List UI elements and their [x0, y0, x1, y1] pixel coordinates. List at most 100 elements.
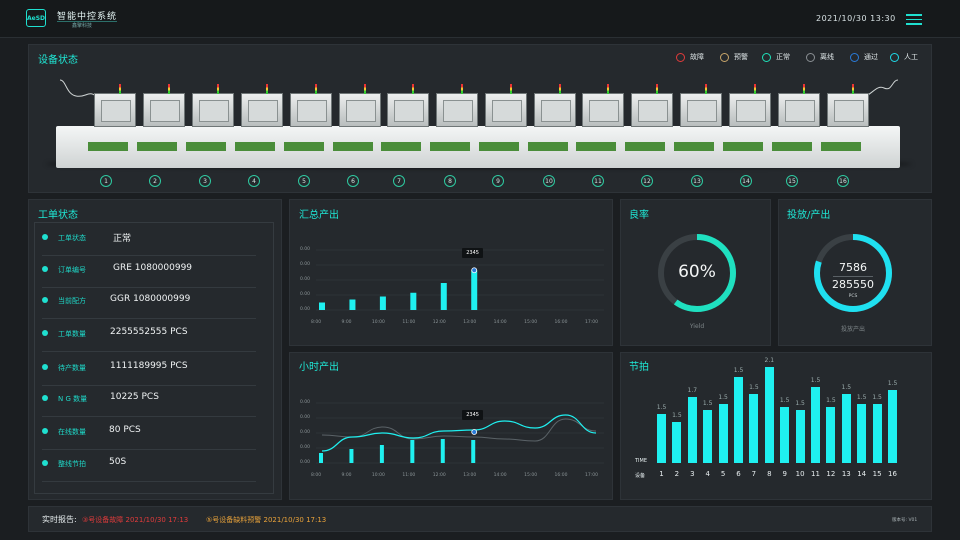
signal-lamp-icon — [461, 84, 463, 94]
machine-unit[interactable] — [778, 93, 820, 127]
bar-value-label: 1.5 — [795, 400, 805, 408]
station-number[interactable]: 16 — [837, 175, 849, 187]
input-output-panel — [778, 199, 932, 346]
legend-label: 预警 — [734, 53, 748, 61]
x-tick-label: 8:00 — [311, 320, 322, 325]
unit-label: PCS — [848, 294, 858, 299]
cadence-bar[interactable] — [841, 393, 851, 463]
bar-value-label: 1.5 — [841, 383, 852, 391]
work-order-value: GRE 1080000999 — [113, 263, 193, 273]
work-order-value: 正常 — [113, 234, 132, 244]
x-tick-label: 11 — [811, 470, 820, 478]
shortage-alert[interactable]: ⑤号设备缺料预警 2021/10/30 17:13 — [206, 516, 327, 524]
machine-unit[interactable] — [192, 93, 234, 127]
x-tick-label: 11:00 — [402, 320, 416, 325]
bar-value-label: 1.5 — [749, 383, 759, 391]
station-number[interactable]: 5 — [298, 175, 310, 187]
logo-icon: AeSD — [26, 9, 46, 27]
bullet-dot — [42, 395, 48, 401]
work-order-value: 1111189995 PCS — [110, 361, 188, 371]
station-number[interactable]: 8 — [444, 175, 456, 187]
hourly-output-title: 小时产出 — [299, 362, 339, 373]
cadence-bar[interactable] — [888, 390, 897, 463]
machine-base-panel — [381, 142, 421, 151]
signal-lamp-icon — [656, 84, 658, 94]
cadence-bar[interactable] — [764, 367, 774, 463]
gauge-divider — [833, 276, 873, 277]
station-number[interactable]: 13 — [691, 175, 703, 187]
station-number[interactable]: 9 — [492, 175, 504, 187]
fault-alert[interactable]: ③号设备故障 2021/10/30 17:13 — [82, 516, 189, 524]
machine-unit[interactable] — [94, 93, 136, 127]
x-tick-label: 8 — [767, 470, 772, 478]
work-order-value: 80 PCS — [109, 425, 141, 435]
signal-lamp-icon — [217, 84, 219, 94]
station-number[interactable]: 6 — [347, 175, 359, 187]
station-number[interactable]: 1 — [100, 175, 112, 187]
cadence-bar[interactable] — [657, 413, 666, 463]
cadence-bar[interactable] — [857, 403, 867, 463]
cadence-title: 节拍 — [629, 362, 649, 373]
menu-icon[interactable] — [906, 14, 922, 25]
yield-value: 60% — [678, 262, 716, 282]
x-tick-label: 10:00 — [371, 473, 385, 478]
machine-unit[interactable] — [729, 93, 771, 127]
machine-unit[interactable] — [680, 93, 722, 127]
cadence-bar[interactable] — [795, 410, 805, 463]
bar-value-label: 1.5 — [733, 367, 744, 375]
input-output-gauge — [814, 234, 892, 312]
machine-unit[interactable] — [827, 93, 869, 127]
machine-unit[interactable] — [339, 93, 381, 127]
input-output-caption: 投放产出 — [840, 326, 865, 333]
x-tick-label: 16 — [888, 470, 897, 478]
bar-value-label: 1.5 — [856, 393, 867, 401]
bar-value-label: 2.1 — [764, 357, 775, 365]
yield-panel — [620, 199, 771, 346]
station-number[interactable]: 2 — [149, 175, 161, 187]
machine-unit[interactable] — [143, 93, 185, 127]
signal-lamp-icon — [168, 84, 170, 94]
cadence-bar[interactable] — [734, 377, 743, 463]
x-tick-label: 2 — [674, 470, 680, 478]
bar-value-label: 1.5 — [826, 396, 836, 404]
yield-caption: Yield — [689, 323, 705, 330]
cadence-bar[interactable] — [780, 406, 790, 463]
station-number[interactable]: 7 — [393, 175, 405, 187]
cadence-bar[interactable] — [718, 403, 728, 463]
station-number[interactable]: 15 — [786, 175, 798, 187]
cadence-bar[interactable] — [872, 403, 882, 463]
signal-lamp-icon — [852, 84, 854, 94]
work-order-value: 2255552555 PCS — [110, 327, 188, 337]
machine-unit[interactable] — [534, 93, 576, 127]
cadence-bar[interactable] — [811, 387, 820, 463]
legend-label: 人工 — [904, 53, 918, 61]
machine-base-panel — [137, 142, 177, 151]
signal-lamp-icon — [803, 84, 805, 94]
x-tick-label: 16:00 — [554, 320, 568, 325]
machine-unit[interactable] — [290, 93, 332, 127]
legend-item-0: 故障 — [676, 52, 704, 62]
machine-unit[interactable] — [631, 93, 673, 127]
bullet-dot — [42, 330, 48, 336]
bar-value-label: 1.5 — [702, 400, 713, 408]
cadence-bar[interactable] — [672, 421, 682, 463]
cadence-bar[interactable] — [749, 393, 759, 463]
station-number[interactable]: 11 — [592, 175, 604, 187]
machine-unit[interactable] — [485, 93, 527, 127]
x-tick-label: 6 — [736, 470, 741, 478]
station-number[interactable]: 12 — [641, 175, 653, 187]
machine-unit[interactable] — [582, 93, 624, 127]
machine-base-panel — [479, 142, 519, 151]
cadence-bar[interactable] — [687, 397, 697, 463]
station-number[interactable]: 10 — [543, 175, 555, 187]
legend-item-3: 离线 — [806, 52, 834, 62]
station-number[interactable]: 4 — [248, 175, 260, 187]
machine-unit[interactable] — [436, 93, 478, 127]
y-tick-label: 0.00 — [300, 292, 311, 297]
machine-unit[interactable] — [241, 93, 283, 127]
station-number[interactable]: 14 — [740, 175, 752, 187]
cadence-bar[interactable] — [826, 406, 836, 463]
cadence-bar[interactable] — [703, 410, 713, 463]
station-number[interactable]: 3 — [199, 175, 211, 187]
machine-unit[interactable] — [387, 93, 429, 127]
